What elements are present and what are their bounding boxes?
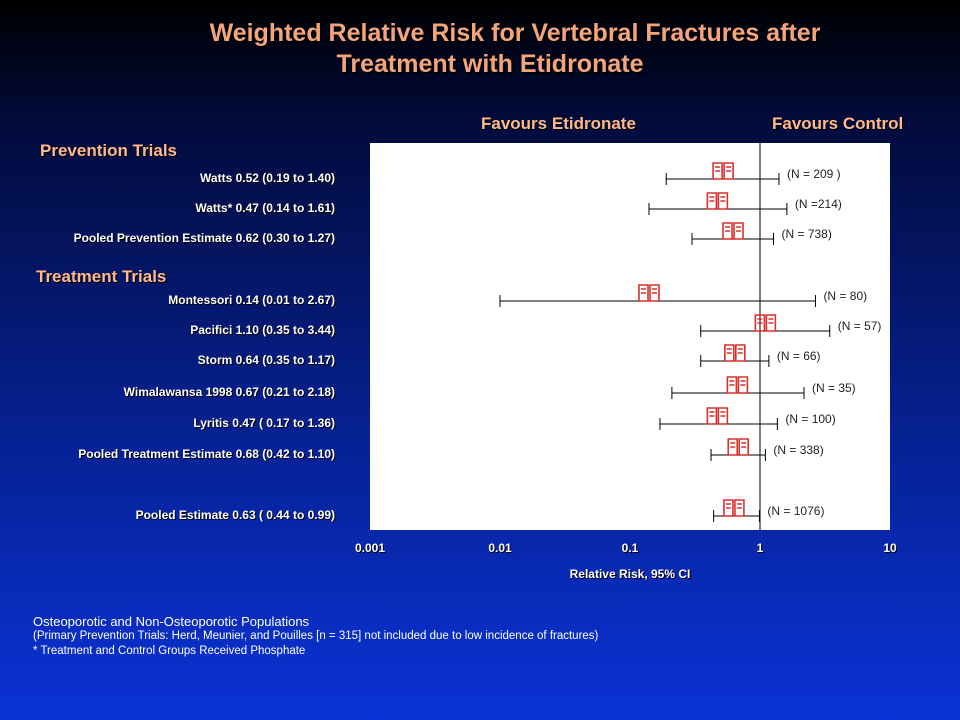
forest-row-6: (N = 35) <box>671 376 856 399</box>
forest-row-4: (N = 57) <box>700 314 882 337</box>
sample-size-label: (N = 1076) <box>767 504 824 518</box>
trial-label-7: Lyritis 0.47 ( 0.17 to 1.36) <box>193 416 335 430</box>
footnotes: Osteoporotic and Non-Osteoporotic Popula… <box>33 614 713 659</box>
sample-size-label: (N = 100) <box>785 412 835 426</box>
trial-label-3: Montessori 0.14 (0.01 to 2.67) <box>168 293 335 307</box>
forest-row-0: (N = 209 ) <box>665 162 841 185</box>
x-tick-label: 0.01 <box>488 541 512 555</box>
sample-size-label: (N = 35) <box>812 381 856 395</box>
note-phosphate: * Treatment and Control Groups Received … <box>33 645 306 657</box>
forest-row-9: (N = 1076) <box>713 499 824 522</box>
point-estimate-marker <box>727 438 750 456</box>
sample-size-label: (N = 738) <box>781 227 831 241</box>
note-populations: Osteoporotic and Non-Osteoporotic Popula… <box>33 614 310 629</box>
forest-row-7: (N = 100) <box>659 407 836 430</box>
title-line-2: Treatment with Etidronate <box>336 50 644 78</box>
trial-label-1: Watts* 0.47 (0.14 to 1.61) <box>195 201 335 215</box>
sample-size-label: (N = 66) <box>777 349 821 363</box>
trial-label-8: Pooled Treatment Estimate 0.68 (0.42 to … <box>78 447 335 461</box>
title-line-1: Weighted Relative Risk for Vertebral Fra… <box>209 19 821 47</box>
x-tick-label: 1 <box>756 541 764 555</box>
trial-label-2: Pooled Prevention Estimate 0.62 (0.30 to… <box>73 231 335 245</box>
favours-control-label: Favours Control <box>772 114 904 133</box>
point-estimate-marker <box>726 376 749 394</box>
forest-row-8: (N = 338) <box>710 438 824 461</box>
favours-etidronate-label: Favours Etidronate <box>481 114 636 133</box>
trial-label-0: Watts 0.52 (0.19 to 1.40) <box>200 171 335 185</box>
trial-label-6: Wimalawansa 1998 0.67 (0.21 to 2.18) <box>123 385 335 399</box>
trial-label-9: Pooled Estimate 0.63 ( 0.44 to 0.99) <box>135 508 335 522</box>
forest-plot: (N = 209 ) (N =214) (N = 738) (N = 80) (N = … <box>499 143 882 530</box>
note-primary-prevention: (Primary Prevention Trials: Herd, Meunie… <box>33 630 599 642</box>
point-estimate-marker <box>723 499 745 517</box>
point-estimate-marker <box>706 192 729 210</box>
sample-size-label: (N =214) <box>795 197 842 211</box>
trial-label-5: Storm 0.64 (0.35 to 1.17) <box>197 353 335 367</box>
point-estimate-marker <box>712 162 734 180</box>
point-estimate-marker <box>706 407 729 425</box>
chart-title: Weighted Relative Risk for Vertebral Fra… <box>0 18 960 80</box>
sample-size-label: (N = 209 ) <box>787 167 841 181</box>
trial-label-4: Pacifici 1.10 (0.35 to 3.44) <box>190 323 335 337</box>
prevention-trials-heading: Prevention Trials <box>40 141 177 160</box>
forest-row-5: (N = 66) <box>700 344 821 367</box>
point-estimate-marker <box>722 222 744 240</box>
forest-row-2: (N = 738) <box>691 222 832 245</box>
point-estimate-marker <box>638 284 660 302</box>
x-tick-label: 0.1 <box>621 541 639 555</box>
x-axis-label: Relative Risk, 95% CI <box>569 567 691 581</box>
x-tick-label: 0.001 <box>354 541 386 555</box>
sample-size-label: (N = 80) <box>823 289 867 303</box>
forest-row-3: (N = 80) <box>499 284 867 307</box>
forest-row-1: (N =214) <box>648 192 842 215</box>
treatment-trials-heading: Treatment Trials <box>36 267 167 286</box>
sample-size-label: (N = 57) <box>838 319 882 333</box>
point-estimate-marker <box>724 344 746 362</box>
x-tick-label: 10 <box>883 541 897 555</box>
point-estimate-marker <box>754 314 777 332</box>
plot-area: (N = 209 ) (N =214) (N = 738) (N = 80) (N = … <box>370 143 890 530</box>
sample-size-label: (N = 338) <box>773 443 823 457</box>
